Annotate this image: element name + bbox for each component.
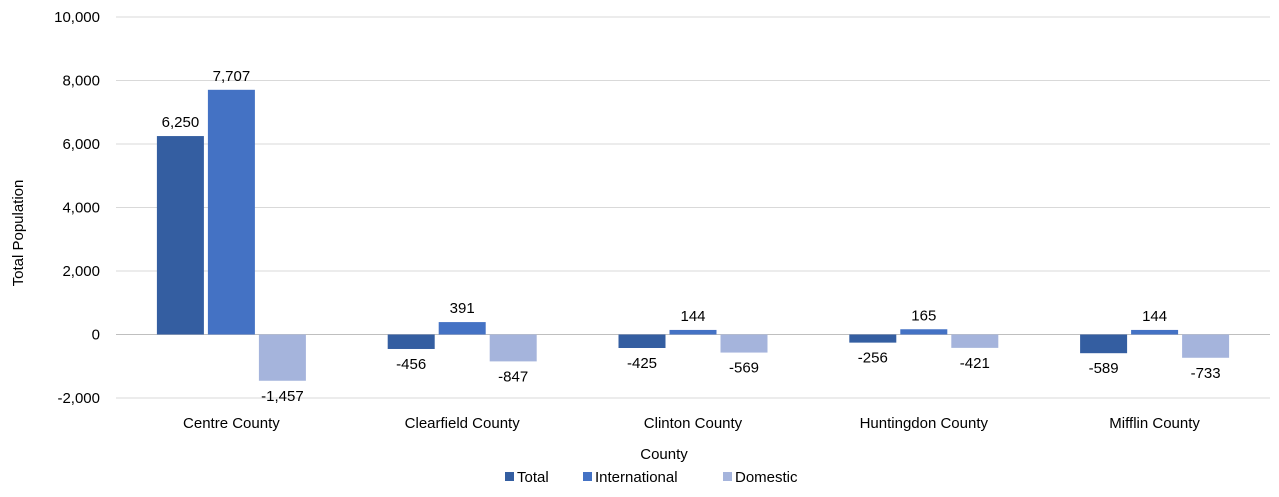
bar-total xyxy=(618,334,666,348)
bar-domestic xyxy=(489,334,537,362)
y-tick-label: 2,000 xyxy=(62,263,100,280)
data-label: 7,707 xyxy=(213,68,251,85)
bar-domestic xyxy=(258,334,306,381)
bar-domestic xyxy=(1182,334,1230,358)
bar-international xyxy=(438,322,486,335)
data-label: 144 xyxy=(1142,308,1167,325)
bar-international xyxy=(900,329,948,335)
y-tick-label: -2,000 xyxy=(57,390,100,407)
legend-swatch-domestic xyxy=(723,472,732,481)
gridlines xyxy=(116,16,1270,399)
data-label: -847 xyxy=(498,368,528,385)
x-tick-label: Huntingdon County xyxy=(860,415,989,432)
data-label: 6,250 xyxy=(162,114,200,131)
data-label: 144 xyxy=(680,308,705,325)
y-tick-label: 10,000 xyxy=(54,9,100,26)
y-tick-label: 8,000 xyxy=(62,73,100,90)
bar-total xyxy=(849,334,897,343)
y-axis-title: Total Population xyxy=(10,180,27,287)
y-tick-label: 0 xyxy=(92,327,100,344)
x-tick-label: Centre County xyxy=(183,415,280,432)
x-tick-label: Mifflin County xyxy=(1109,415,1200,432)
bar-international xyxy=(1131,329,1179,335)
y-tick-label: 4,000 xyxy=(62,200,100,217)
bar-total xyxy=(156,136,204,335)
x-axis-ticks: Centre County Clearfield County Clinton Co… xyxy=(183,415,1200,432)
data-label: -425 xyxy=(627,355,657,372)
data-label: 165 xyxy=(911,307,936,324)
x-tick-label: Clinton County xyxy=(644,415,743,432)
x-axis-title: County xyxy=(640,446,688,463)
data-labels: 6,250 7,707 -1,457 -456 391 -847 -425 144 -569 -2… xyxy=(162,68,1221,405)
bar-total xyxy=(387,334,435,349)
legend-label-international: International xyxy=(595,469,678,486)
y-tick-label: 6,000 xyxy=(62,136,100,153)
bars xyxy=(156,89,1230,381)
bar-international xyxy=(669,329,717,335)
data-label: -256 xyxy=(858,350,888,367)
legend-label-domestic: Domestic xyxy=(735,469,798,486)
data-label: -733 xyxy=(1191,365,1221,382)
data-label: -456 xyxy=(396,356,426,373)
bar-domestic xyxy=(720,334,768,353)
legend-swatch-international xyxy=(583,472,592,481)
bar-international xyxy=(207,89,255,335)
data-label: 391 xyxy=(450,300,475,317)
x-tick-label: Clearfield County xyxy=(405,415,521,432)
data-label: -421 xyxy=(960,355,990,372)
data-label: -1,457 xyxy=(261,388,304,405)
y-axis-ticks: -2,000 0 2,000 4,000 6,000 8,000 10,000 xyxy=(54,9,100,407)
bar-domestic xyxy=(951,334,999,348)
legend: Total International Domestic xyxy=(505,469,798,486)
data-label: -569 xyxy=(729,360,759,377)
bar-total xyxy=(1080,334,1128,354)
legend-swatch-total xyxy=(505,472,514,481)
legend-label-total: Total xyxy=(517,469,549,486)
data-label: -589 xyxy=(1089,360,1119,377)
